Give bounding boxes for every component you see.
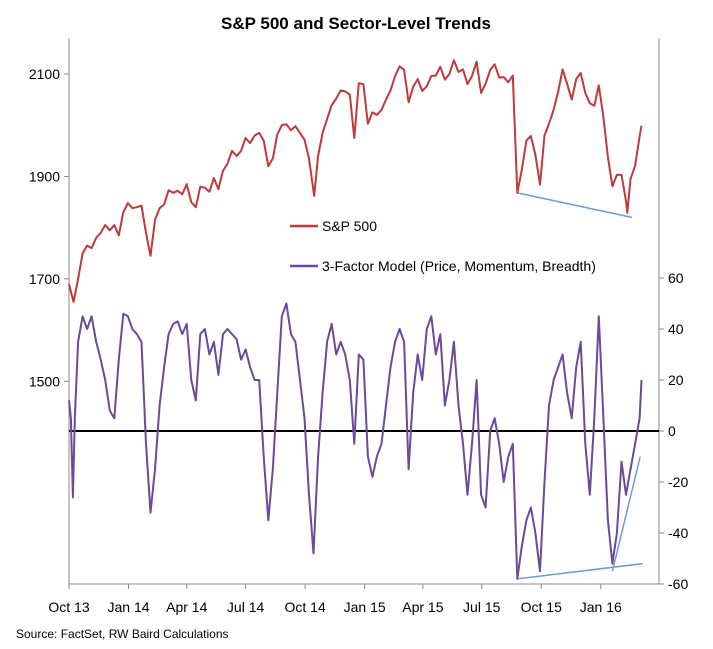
trendline-2: [517, 562, 643, 580]
model-line: [68, 302, 643, 580]
right-tick-label: -20: [668, 474, 688, 490]
x-tick-label: Jan 16: [580, 599, 622, 615]
trendline-3: [611, 456, 641, 572]
sp500-line: [68, 59, 643, 303]
x-tick-label: Jan 14: [107, 599, 149, 615]
left-tick-label: 1500: [29, 373, 60, 389]
right-tick-label: -60: [668, 576, 688, 592]
left-tick-label: 2100: [29, 66, 60, 82]
x-tick-label: Apr 15: [402, 599, 443, 615]
chart-title: S&P 500 and Sector-Level Trends: [221, 14, 491, 33]
legend-label-sp500: S&P 500: [322, 218, 377, 234]
trendline-layer: [517, 192, 643, 580]
right-tick-label: 40: [668, 321, 684, 337]
x-tick-label: Oct 15: [521, 599, 562, 615]
left-tick-label: 1700: [29, 271, 60, 287]
right-tick-label: -40: [668, 525, 688, 541]
series-layer: [68, 59, 643, 580]
x-tick-label: Oct 14: [285, 599, 326, 615]
tick-layer: 2100 1900 1700 1500 60 40 20 0 -20 -40 -60 Oct 13 Ja…: [29, 66, 689, 615]
right-tick-label: 20: [668, 372, 684, 388]
trendline-1: [517, 192, 632, 219]
x-tick-label: Apr 14: [166, 599, 207, 615]
x-tick-label: Jul 14: [227, 599, 265, 615]
right-tick-label: 0: [668, 423, 676, 439]
source-note: Source: FactSet, RW Baird Calculations: [16, 627, 229, 641]
x-tick-label: Jul 15: [463, 599, 501, 615]
x-tick-label: Jan 15: [344, 599, 386, 615]
left-tick-label: 1900: [29, 168, 60, 184]
legend-label-model: 3-Factor Model (Price, Momentum, Breadth…: [322, 258, 596, 274]
right-tick-label: 60: [668, 270, 684, 286]
legend: S&P 500 3-Factor Model (Price, Momentum,…: [290, 218, 596, 274]
x-tick-label: Oct 13: [48, 599, 89, 615]
axes-layer: [68, 38, 660, 585]
